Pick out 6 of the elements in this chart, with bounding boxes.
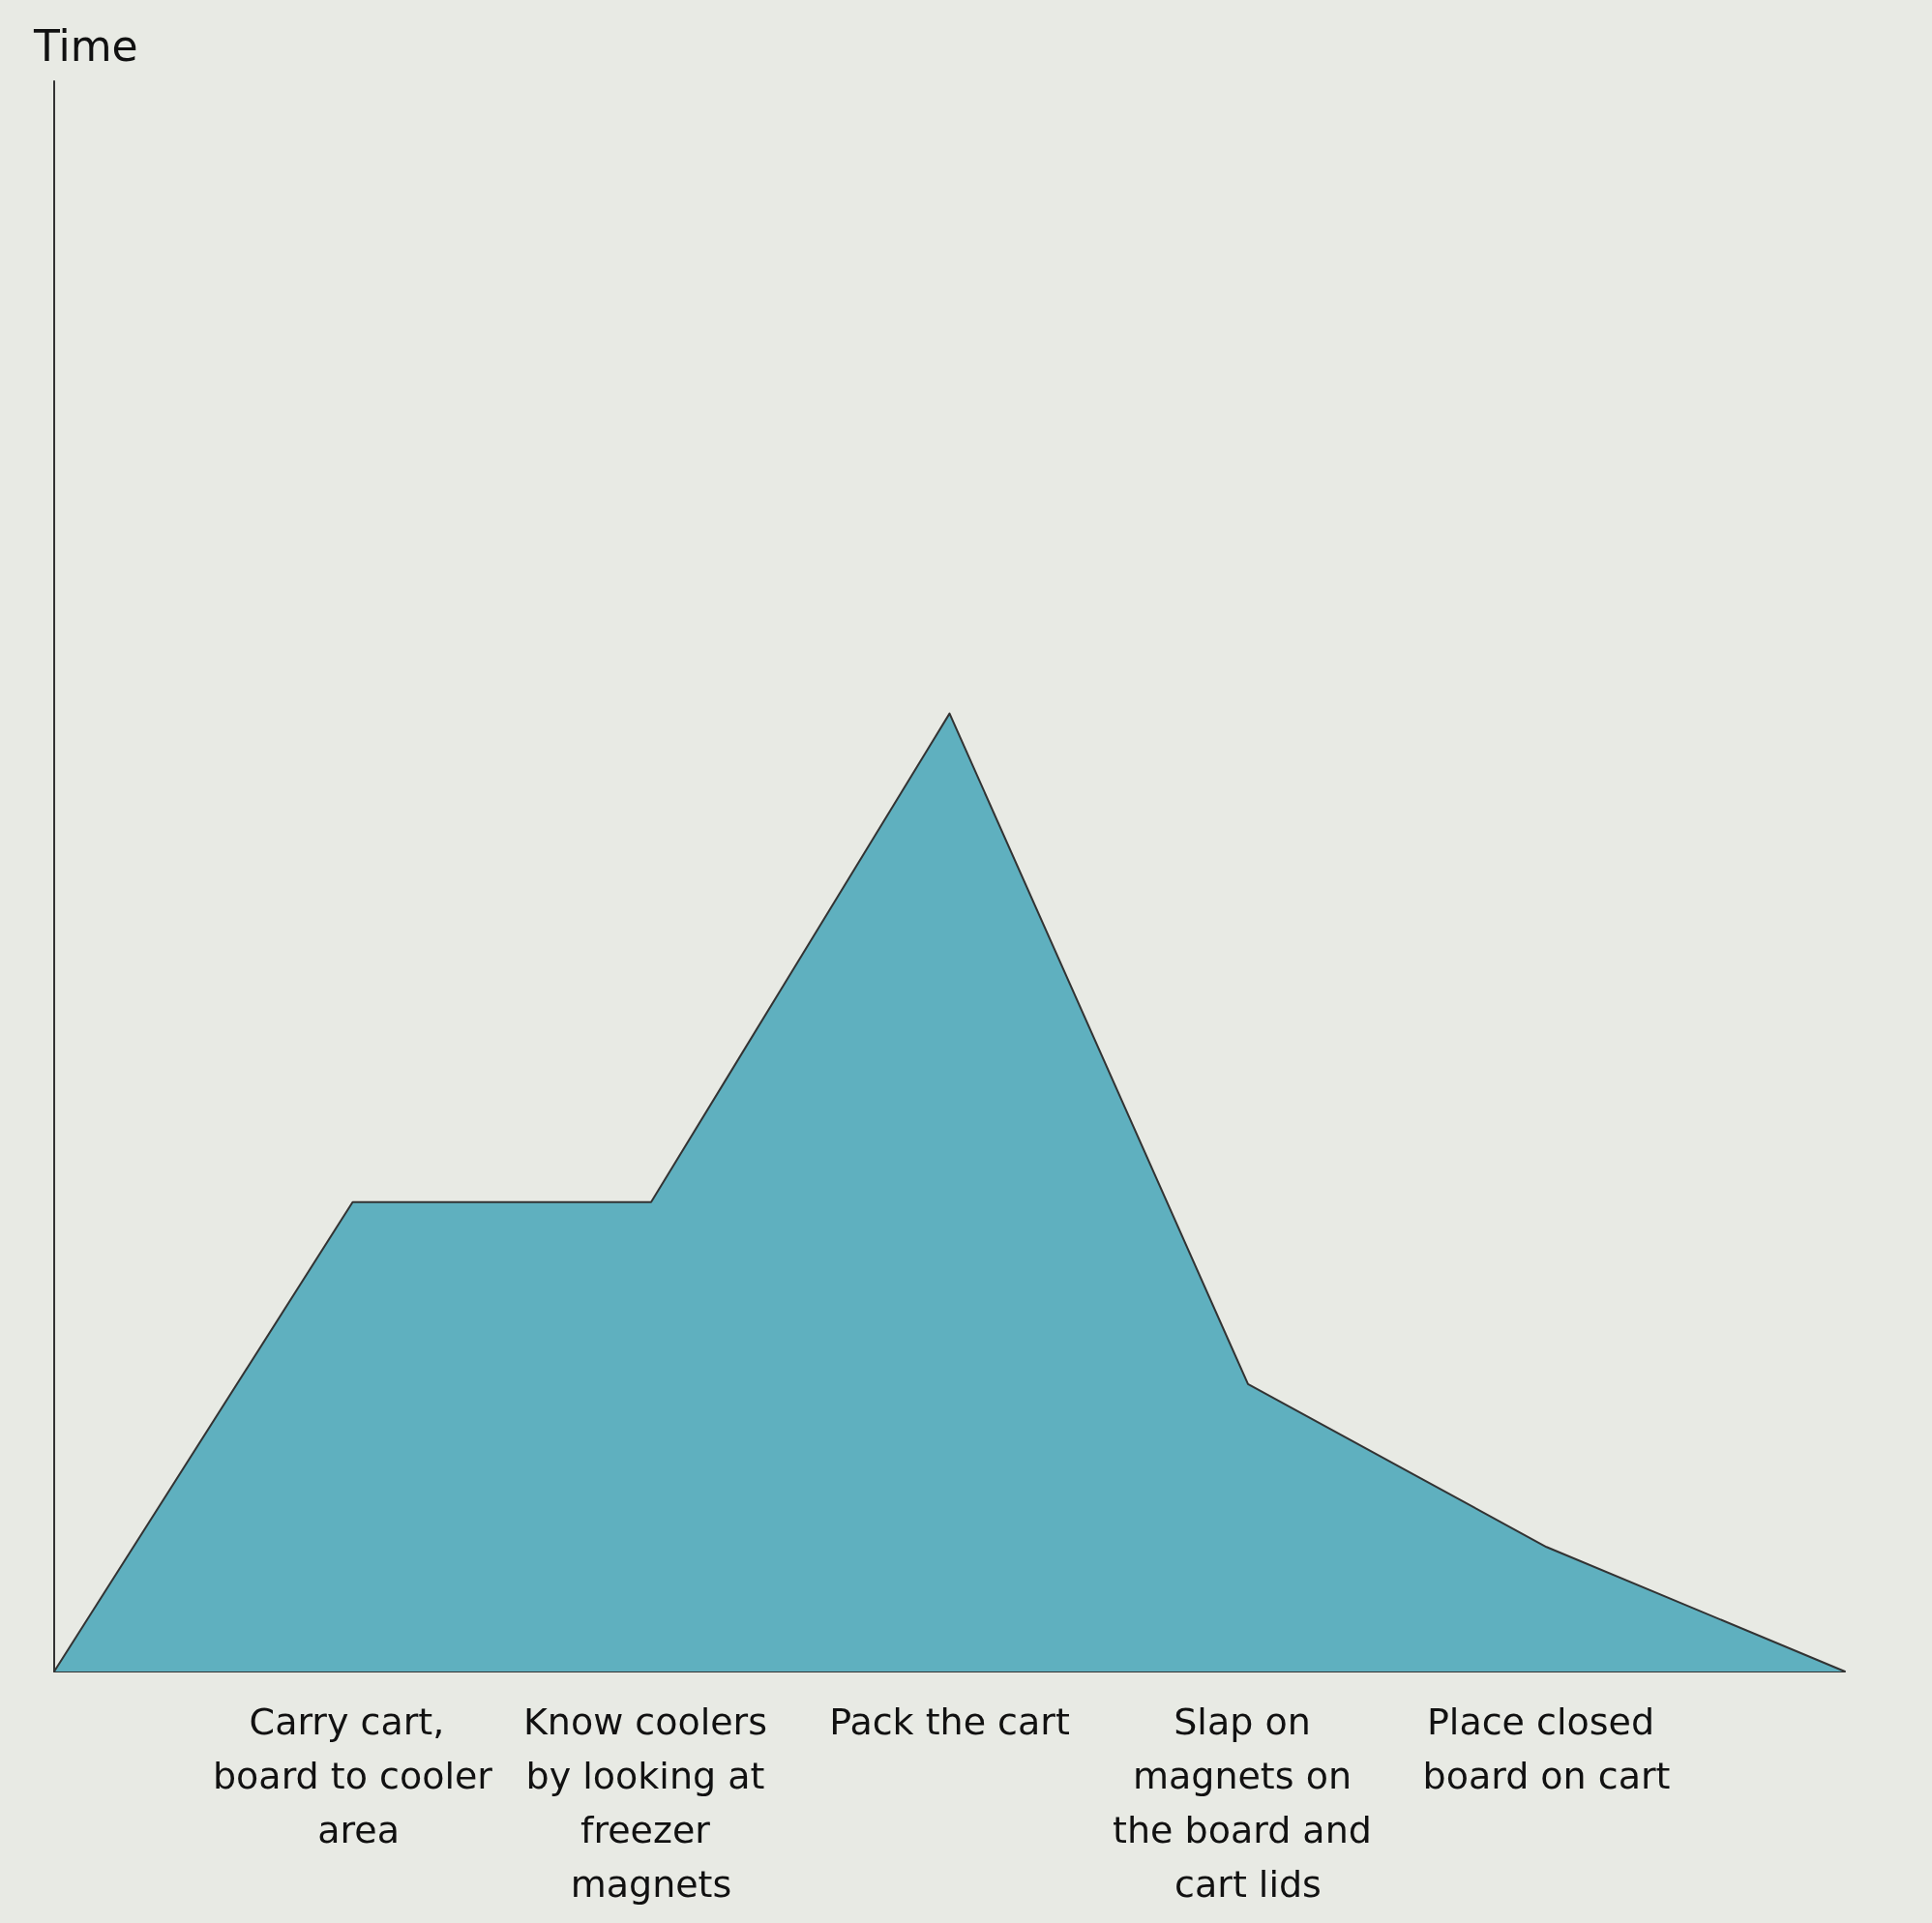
x-tick-label: Carry cart, board to cooler area xyxy=(213,1701,493,1851)
x-tick-label: Slap on magnets on the board and cart lids xyxy=(1113,1701,1383,1906)
x-tick-label: Know coolers by looking at freezer magnets xyxy=(522,1701,780,1906)
text: Time xyxy=(33,20,138,71)
x-tick-label: Pack the cart xyxy=(829,1701,1070,1743)
x-tick-label: Place closed board on cart xyxy=(1422,1701,1671,1797)
